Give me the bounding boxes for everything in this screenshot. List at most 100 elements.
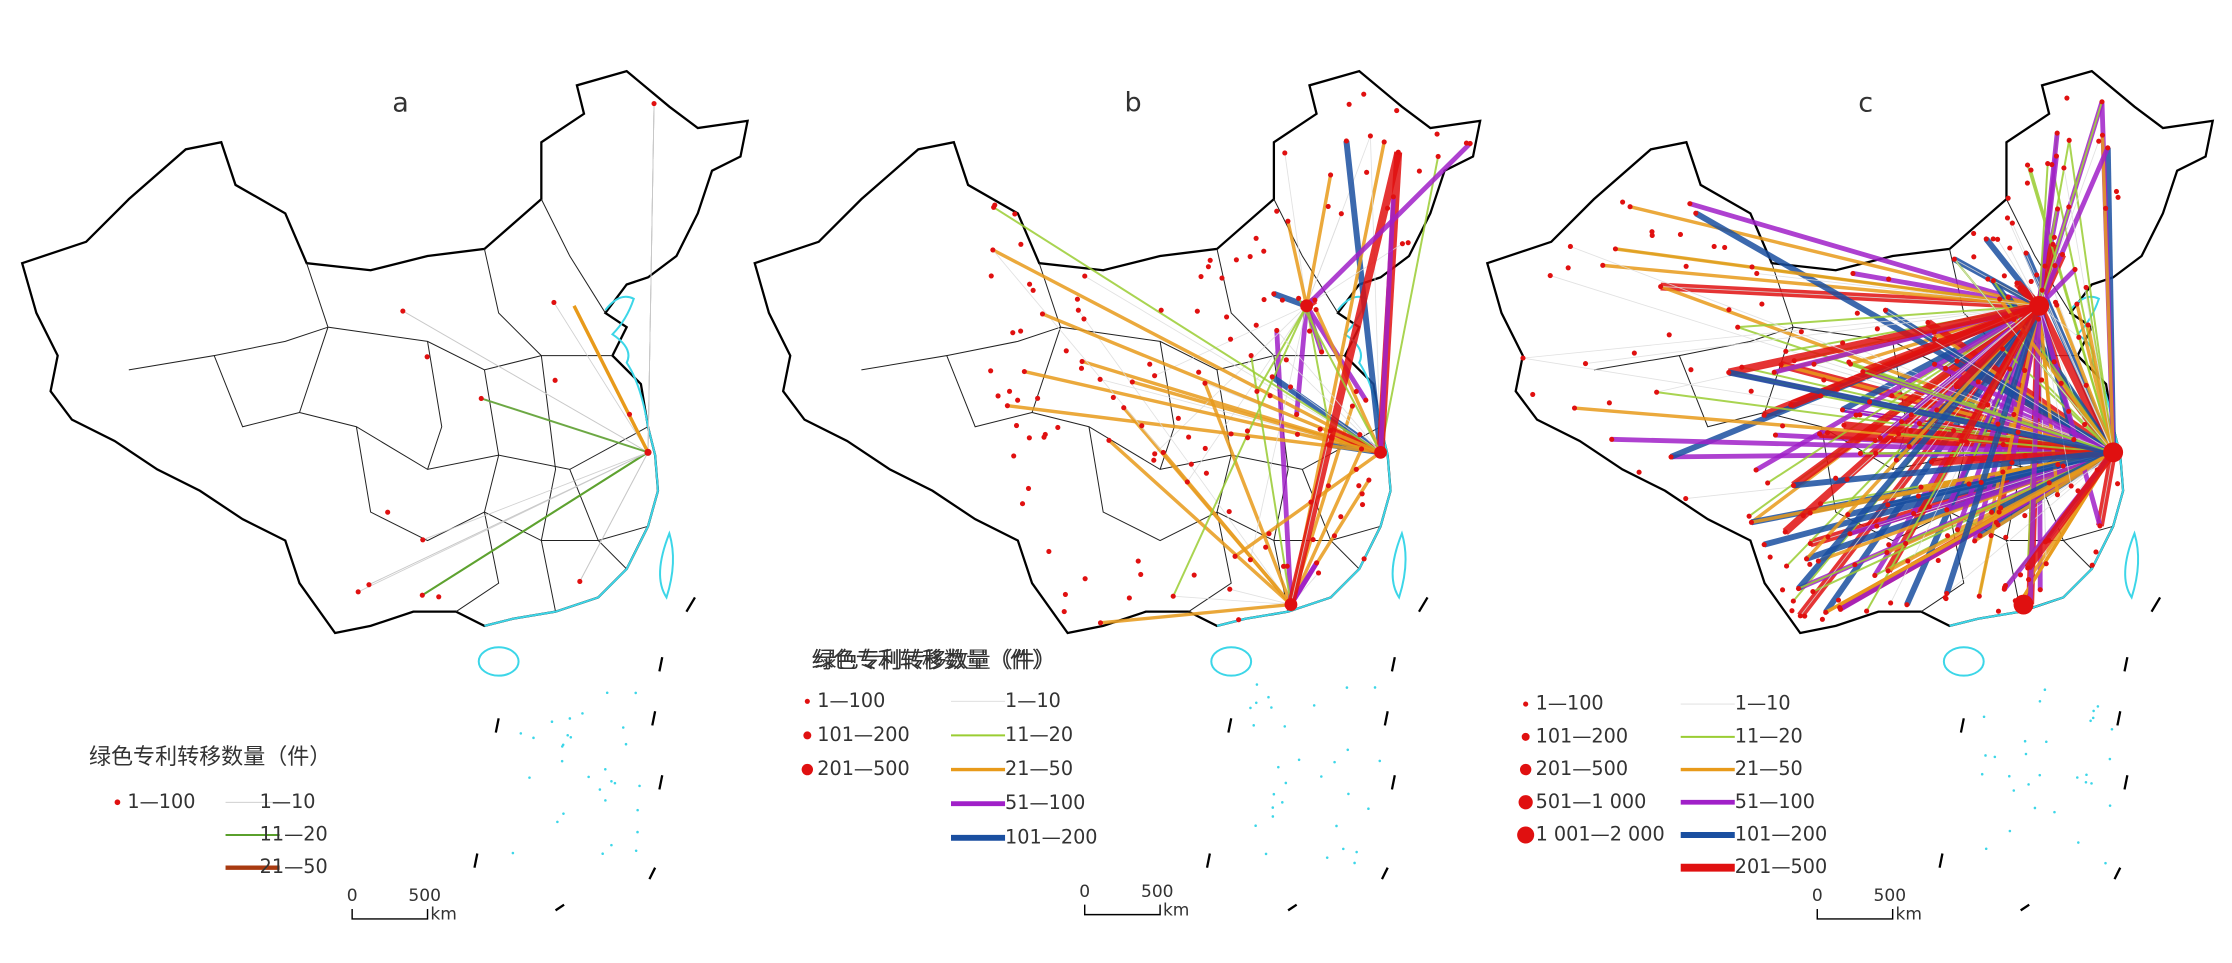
flow-line: [1041, 312, 1382, 454]
island: [2008, 829, 2012, 833]
city-dot: [1668, 454, 1674, 460]
island: [2091, 716, 2095, 720]
city-dot: [1356, 483, 1362, 489]
city-dot: [1254, 388, 1260, 394]
sea-boundary: [2150, 596, 2162, 613]
province-border: [1038, 262, 1346, 371]
island: [581, 712, 584, 715]
city-dot: [1666, 332, 1672, 338]
city-dot: [990, 247, 996, 253]
city-dot: [1160, 449, 1166, 456]
city-dot: [1998, 505, 2004, 511]
city-dot: [1194, 308, 1200, 314]
city-dot: [2017, 572, 2024, 578]
city-dot: [1688, 367, 1694, 373]
province-border: [861, 355, 1033, 428]
taiwan: [1391, 530, 1407, 600]
city-dot: [1749, 264, 1755, 270]
city-dot: [2037, 587, 2043, 593]
city-dot: [2071, 437, 2077, 443]
panel-label: b: [1124, 87, 1141, 118]
city-dot: [1312, 297, 1318, 303]
flow-line: [993, 206, 1382, 454]
island: [604, 768, 607, 771]
city-dot: [1399, 241, 1405, 247]
city-dot: [1782, 529, 1788, 535]
hub-dot: [1300, 299, 1314, 313]
city-dot: [2099, 99, 2105, 105]
city-dot: [1823, 609, 1829, 615]
island: [1271, 806, 1275, 809]
city-dot: [1434, 131, 1440, 137]
panel-label: c: [1858, 87, 1873, 118]
city-dot: [1726, 369, 1732, 375]
scale-zero: 0: [1812, 886, 1823, 906]
hub-dot: [644, 448, 652, 456]
island: [2084, 780, 2088, 784]
city-dot: [1990, 236, 1996, 242]
city-dot: [2023, 250, 2029, 256]
flow-line: [1290, 430, 1331, 605]
city-dot: [1520, 355, 1526, 361]
city-dot: [2042, 263, 2048, 269]
city-dot: [1205, 264, 1211, 270]
city-dot: [2011, 411, 2017, 418]
city-dot: [1854, 310, 1860, 316]
island: [1281, 801, 1284, 804]
city-dot: [1405, 240, 1411, 246]
city-dot: [1035, 395, 1041, 401]
city-dot: [1935, 557, 1941, 564]
city-dot: [1170, 593, 1176, 599]
city-dot: [1279, 297, 1285, 303]
city-dot: [1915, 493, 1922, 499]
city-dot: [2094, 467, 2100, 473]
city-dot: [1338, 514, 1344, 520]
city-dot: [1972, 538, 1978, 544]
city-dot: [1139, 423, 1145, 429]
city-dot: [2024, 162, 2031, 168]
island: [2076, 776, 2079, 779]
scale-bar: [1816, 908, 1894, 920]
city-dot: [1951, 428, 1957, 434]
city-dot: [1207, 257, 1213, 263]
island: [2043, 688, 2047, 691]
hainan: [1942, 646, 1985, 677]
city-dot: [1847, 531, 1853, 537]
city-dot: [1226, 509, 1232, 515]
island: [1297, 758, 1301, 762]
island: [604, 799, 607, 802]
city-dot: [1263, 544, 1269, 550]
island: [560, 745, 564, 748]
city-dot: [2051, 359, 2057, 365]
flow-line: [2036, 132, 2060, 307]
city-dot: [1547, 273, 1553, 279]
city-dot: [1282, 150, 1288, 156]
island: [2038, 700, 2042, 703]
city-dot: [1722, 244, 1728, 250]
island: [613, 781, 617, 785]
city-dot: [577, 578, 583, 585]
flow-line: [1874, 305, 2040, 441]
city-dot: [2113, 188, 2120, 195]
scale-distance: 500: [1141, 882, 1174, 902]
city-dot: [400, 308, 406, 314]
island: [2038, 773, 2042, 777]
city-dot: [1926, 504, 1932, 510]
flow-line: [1522, 305, 2040, 359]
city-dot: [1658, 283, 1664, 290]
city-dot: [2053, 153, 2060, 159]
city-dot: [1748, 388, 1754, 394]
flow-line: [1023, 369, 1381, 455]
city-dot: [2099, 132, 2106, 138]
legend-label: 11—20: [1735, 724, 1803, 747]
province-border: [1216, 248, 1275, 356]
city-dot: [1530, 391, 1536, 397]
city-dot: [2001, 273, 2007, 279]
flow-line: [1958, 303, 2043, 444]
city-dot: [1284, 563, 1290, 569]
flow-line: [1570, 246, 2114, 453]
city-dot: [1800, 513, 1806, 519]
legend-label: 1 001—2 000: [1536, 822, 1665, 845]
city-dot: [1158, 307, 1164, 313]
